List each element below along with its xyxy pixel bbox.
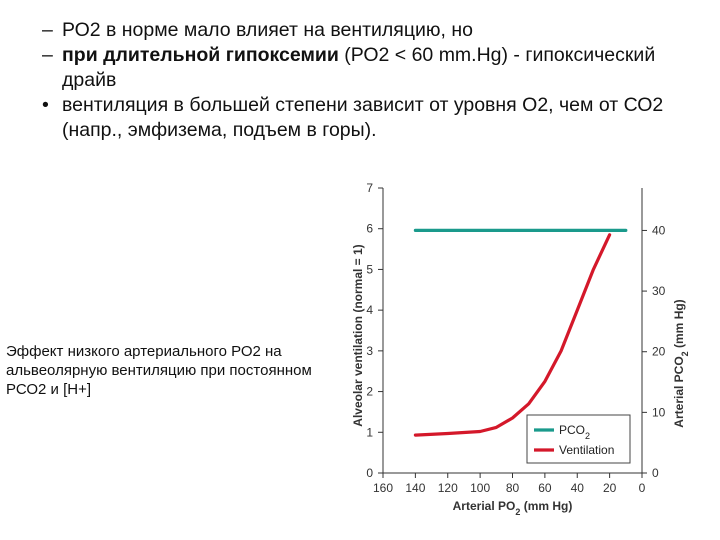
legend-label-pco2: PCO2 bbox=[559, 423, 590, 441]
legend-label-ventilation: Ventilation bbox=[559, 443, 614, 457]
y-right-tick-label: 0 bbox=[652, 466, 659, 480]
y-left-tick-label: 2 bbox=[366, 385, 373, 399]
legend-box bbox=[526, 414, 631, 464]
y-right-axis-label: Arterial PCO2 (mm Hg) bbox=[672, 299, 690, 427]
y-left-tick-label: 0 bbox=[366, 466, 373, 480]
y-left-axis-label: Alveolar ventilation (normal = 1) bbox=[351, 244, 365, 426]
y-left-tick-label: 3 bbox=[366, 344, 373, 358]
bullet-text: РО2 в норме мало влияет на вентиляцию, н… bbox=[62, 19, 473, 41]
y-right-axis-label-rest: (mm Hg) bbox=[672, 299, 686, 351]
y-left-tick-label: 7 bbox=[366, 181, 373, 195]
bullet-list: – РО2 в норме мало влияет на вентиляцию, … bbox=[42, 18, 712, 143]
x-tick-label: 60 bbox=[538, 481, 552, 495]
bullet-bold-text: при длительной гипоксемии bbox=[62, 44, 339, 66]
y-right-tick-label: 20 bbox=[652, 345, 666, 359]
bullet-item-1: – РО2 в норме мало влияет на вентиляцию, … bbox=[42, 18, 712, 43]
y-left-tick-label: 4 bbox=[366, 303, 373, 317]
bullet-marker: • bbox=[42, 94, 49, 116]
x-tick-label: 20 bbox=[603, 481, 617, 495]
bullet-marker: – bbox=[42, 44, 53, 66]
y-left-tick-label: 1 bbox=[366, 425, 373, 439]
x-axis-label-base: Arterial PO bbox=[453, 499, 516, 513]
y-right-tick-label: 30 bbox=[652, 284, 666, 298]
x-axis-label-sub: 2 bbox=[515, 507, 520, 517]
chart-caption: Эффект низкого артериального РО2 на альв… bbox=[6, 343, 312, 398]
x-tick-label: 0 bbox=[639, 481, 646, 495]
y-right-tick-label: 40 bbox=[652, 223, 666, 237]
series-line-ventilation bbox=[413, 233, 612, 437]
x-tick-label: 80 bbox=[506, 481, 520, 495]
y-right-axis-label-base: Arterial PCO bbox=[672, 356, 686, 427]
legend-label-pco2-sub: 2 bbox=[585, 431, 590, 441]
y-left-tick-label: 6 bbox=[366, 222, 373, 236]
x-tick-label: 140 bbox=[405, 481, 425, 495]
x-tick-label: 160 bbox=[373, 481, 393, 495]
x-tick-label: 100 bbox=[470, 481, 490, 495]
y-right-tick-label: 10 bbox=[652, 405, 666, 419]
bullet-item-2: – при длительной гипоксемии (РО2 < 60 mm.… bbox=[42, 43, 712, 93]
x-tick-label: 40 bbox=[571, 481, 585, 495]
bullet-marker: – bbox=[42, 19, 53, 41]
bullet-text: (РО2 < 60 mm.Hg) - гипоксический драйв bbox=[62, 44, 656, 91]
y-left-tick-label: 5 bbox=[366, 262, 373, 276]
bullet-item-3: • вентиляция в большей степени зависит от… bbox=[42, 93, 712, 143]
x-axis-label: Arterial PO2 (mm Hg) bbox=[453, 499, 573, 517]
legend-label-pco2-base: PCO bbox=[559, 423, 585, 437]
x-axis-label-rest: (mm Hg) bbox=[520, 499, 572, 513]
x-tick-label: 120 bbox=[438, 481, 458, 495]
y-right-axis-label-sub: 2 bbox=[680, 351, 690, 356]
bullet-text: вентиляция в большей степени зависит от … bbox=[62, 94, 664, 141]
legend-label-ventilation-base: Ventilation bbox=[559, 443, 614, 457]
